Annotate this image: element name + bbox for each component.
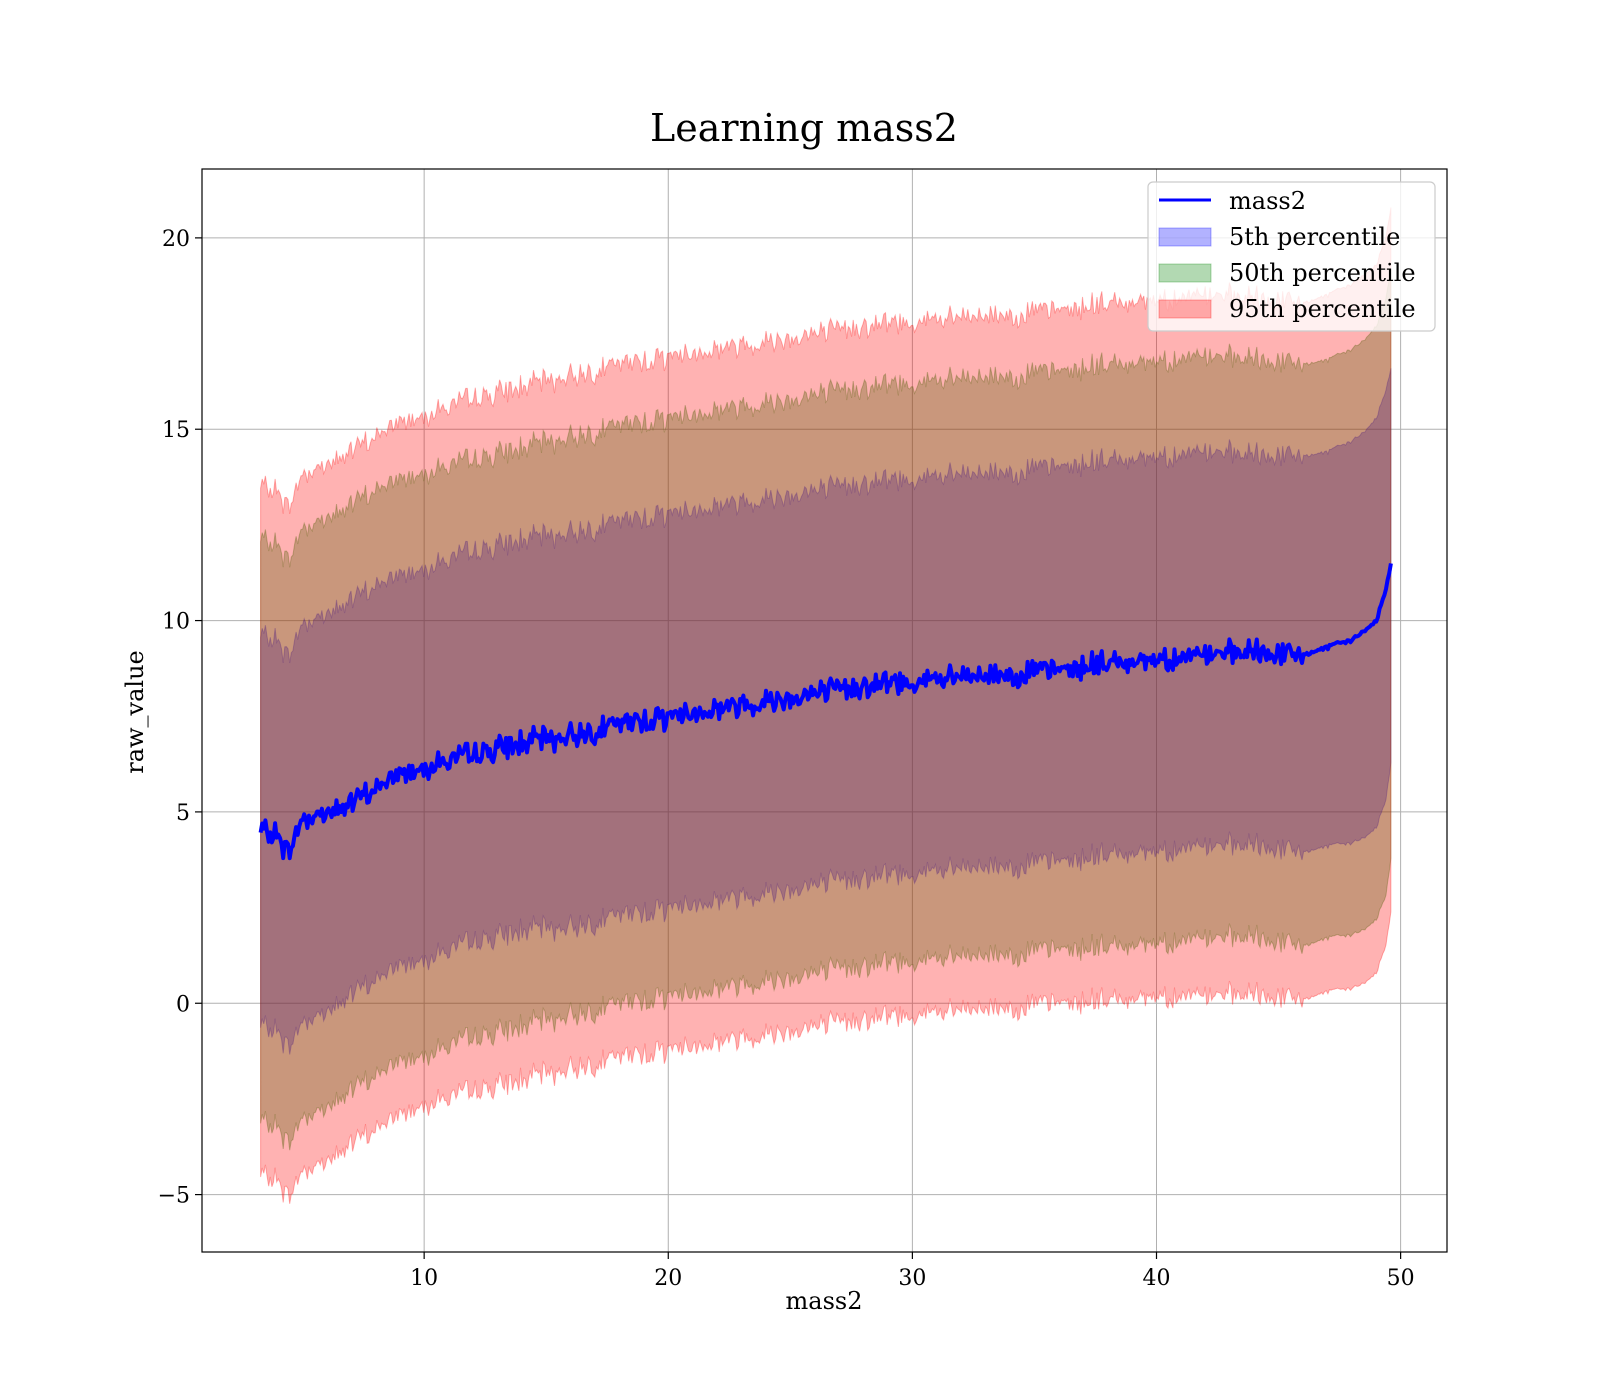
y-tick-label-1: 0 <box>176 992 190 1017</box>
legend-label-95th: 95th percentile <box>1229 295 1416 323</box>
x-tick-label-3: 40 <box>1143 1266 1171 1291</box>
chart-title: Learning mass2 <box>650 106 958 150</box>
percentile-bands <box>260 207 1392 1204</box>
legend-label-50th: 50th percentile <box>1229 259 1416 287</box>
band-95th-percentile <box>260 207 1392 1204</box>
y-tick-label-4: 15 <box>162 418 190 443</box>
x-axis-label: mass2 <box>786 1287 863 1315</box>
band-5th-percentile <box>260 368 1392 1055</box>
legend-label-5th: 5th percentile <box>1229 223 1400 251</box>
series-lines <box>258 563 1393 861</box>
x-tick-label-2: 30 <box>898 1266 926 1291</box>
legend-label-mass2: mass2 <box>1229 187 1306 215</box>
x-tick-label-0: 10 <box>410 1266 438 1291</box>
band-50th-percentile <box>260 268 1392 1151</box>
y-tick-label-2: 5 <box>176 801 190 826</box>
plot-area-frame <box>201 168 1448 1253</box>
grid <box>202 169 1447 1252</box>
line-mass2 <box>258 563 1393 861</box>
y-tick-label-3: 10 <box>162 610 190 635</box>
legend-frame <box>1147 181 1436 332</box>
y-axis-label: raw_value <box>121 650 149 774</box>
legend: mass2 5th percentile 50th percentile 95t… <box>1147 181 1436 332</box>
x-tick-label-1: 20 <box>654 1266 682 1291</box>
legend-swatch-5th <box>1158 227 1212 247</box>
y-tick-label-0: −5 <box>158 1184 190 1209</box>
legend-swatch-95th <box>1158 299 1212 319</box>
axis-ticks: 10 20 30 40 50 −5 0 5 10 15 20 <box>158 227 1415 1291</box>
y-tick-label-5: 20 <box>162 227 190 252</box>
legend-swatch-50th <box>1158 263 1212 283</box>
x-tick-label-4: 50 <box>1387 1266 1415 1291</box>
